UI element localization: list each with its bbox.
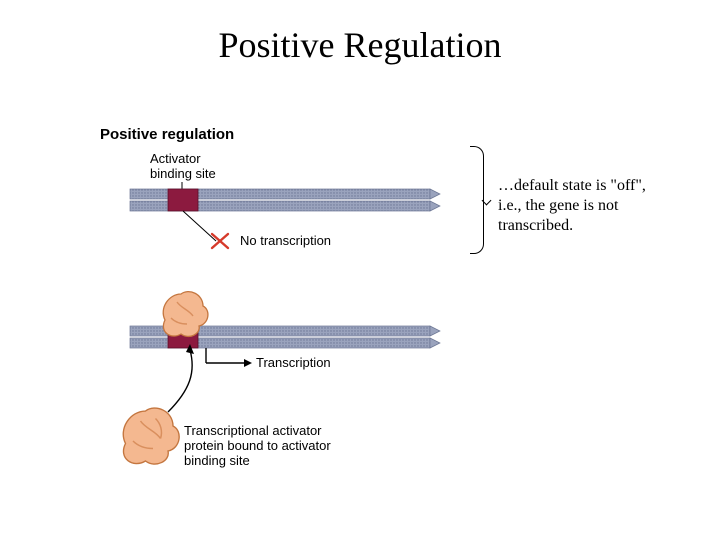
label-line: protein bound to activator <box>184 438 331 453</box>
label-line: binding site <box>184 453 250 468</box>
label-line: Transcriptional activator <box>184 423 322 438</box>
label-activator-caption: Transcriptional activator protein bound … <box>184 424 331 469</box>
brace-icon <box>470 146 484 254</box>
dna-panel-transcription <box>0 0 720 540</box>
annotation-line: transcribed. <box>498 217 573 234</box>
annotation-line: i.e., the gene is not <box>498 197 618 214</box>
activator-protein-free <box>123 408 179 464</box>
label-transcription: Transcription <box>256 356 331 371</box>
annotation-line: …default state is "off", <box>498 177 646 194</box>
annotation-default-state: …default state is "off", i.e., the gene … <box>498 176 698 236</box>
